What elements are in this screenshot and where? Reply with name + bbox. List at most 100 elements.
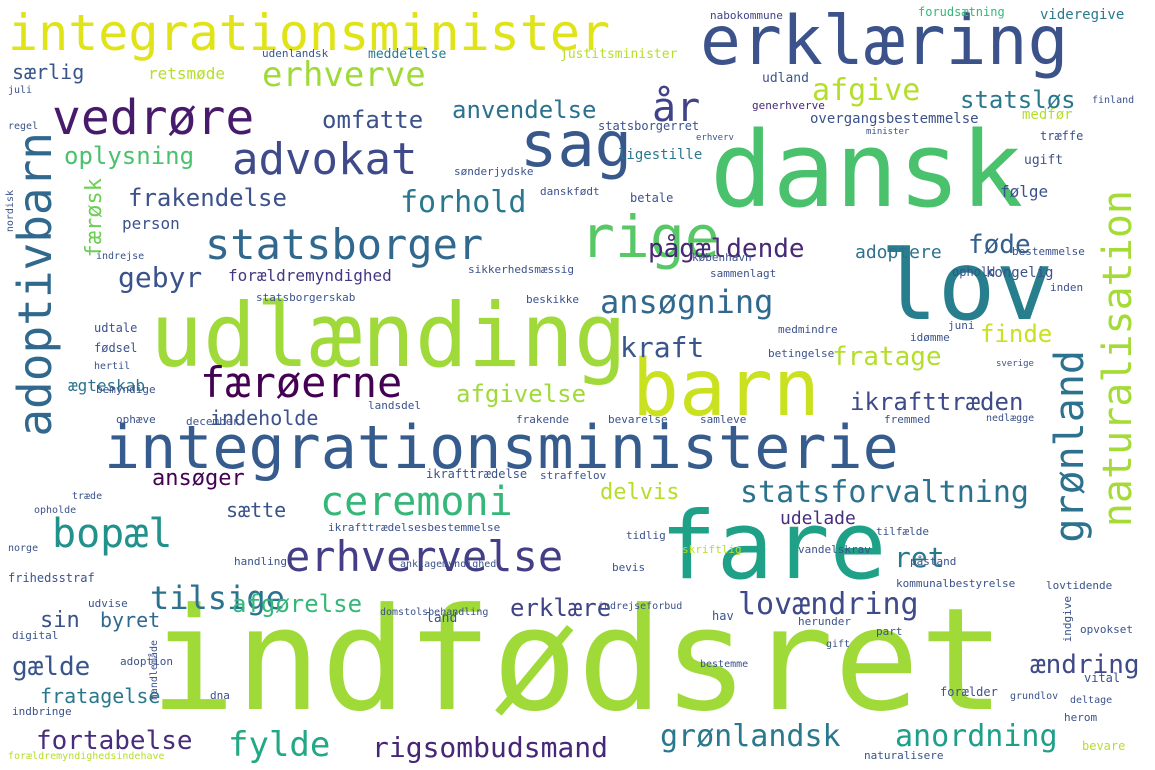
word: færøsk [82, 178, 107, 258]
word: føde [968, 230, 1031, 260]
word: ophæve [116, 413, 156, 426]
word: statsløs [960, 86, 1076, 114]
word: fratage [832, 342, 942, 372]
word: barn [632, 344, 820, 434]
word: anklagemyndighed [400, 559, 497, 570]
word: straffelov [540, 469, 607, 482]
word: ligestille [618, 147, 703, 163]
word: vandelskrav [798, 543, 871, 556]
word: finland [1092, 95, 1135, 106]
word: ikrafttrædelsesbestemmelse [328, 521, 501, 534]
word: medmindre [778, 323, 838, 336]
word: fødsel [94, 341, 138, 355]
word: fortabelse [36, 726, 193, 756]
word: træffe [1040, 129, 1084, 143]
word: overgangsbestemmelse [810, 111, 979, 127]
word: forældremyndighedsindehave [8, 751, 165, 762]
word: københavn [692, 251, 752, 264]
word: fylde [228, 725, 331, 765]
word: ret [894, 541, 945, 574]
word: dna [210, 689, 230, 702]
word: træde [72, 491, 103, 502]
word: erklære [510, 594, 612, 622]
word: erhverve [262, 55, 426, 95]
word: udtale [94, 321, 138, 335]
word: anvendelse [452, 96, 597, 124]
word: indrejseforbud [598, 601, 683, 612]
word: ikrafttrædelse [426, 467, 528, 481]
word: erklæring [700, 2, 1069, 81]
word: statsborger [205, 220, 484, 269]
word: rigsombudsmand [372, 731, 609, 764]
word: ikrafttræden [850, 388, 1024, 416]
word: sønderjydske [454, 165, 534, 178]
word: sag [520, 108, 632, 181]
word: naturalisere [864, 749, 944, 762]
word: adoptivbarn [8, 132, 62, 437]
word: sikkerhedsmæssig [468, 263, 574, 276]
word: år [652, 85, 701, 131]
word: landsdel [368, 399, 421, 412]
word: hertil [94, 361, 131, 372]
word: part [876, 625, 903, 638]
word: indbringe [12, 705, 72, 718]
word: finde [980, 320, 1053, 348]
word: herom [1064, 711, 1098, 724]
word: inden [1050, 281, 1084, 294]
word: bevare [1082, 739, 1126, 753]
word: grønland [1047, 350, 1093, 543]
word: naturalisation [1095, 190, 1141, 528]
word: byret [100, 608, 161, 632]
word: idømme [910, 331, 950, 344]
word: regel [8, 121, 39, 132]
word: forudsætning [918, 5, 1005, 19]
word: person [122, 214, 180, 233]
word: pågældende [648, 234, 805, 264]
word: land [426, 611, 458, 626]
word: påstand [910, 555, 957, 568]
word: hav [712, 609, 734, 623]
word: fratagelse [40, 684, 161, 708]
word: sætte [226, 498, 287, 522]
word: statsforvaltning [740, 475, 1029, 510]
word: grundlov [1010, 691, 1059, 702]
word: bestemme [700, 659, 749, 670]
word: udland [762, 71, 809, 86]
word: statsborgerskab [256, 291, 356, 304]
word: adoptere [855, 242, 942, 263]
word: rige [580, 203, 720, 271]
word: tilsige [150, 579, 285, 617]
word: handling [234, 555, 287, 568]
word: retsmøde [148, 64, 226, 83]
word: minister [866, 127, 910, 137]
word: lovtidende [1046, 579, 1113, 592]
word: udelade [780, 508, 856, 529]
word: ansøgning [600, 283, 774, 321]
word: frihedsstraf [8, 571, 95, 585]
word: betingelse [768, 347, 835, 360]
word: lov [880, 230, 1054, 342]
word: forældremyndighed [228, 266, 392, 285]
word: bevis [612, 561, 646, 574]
word: betale [630, 191, 674, 205]
word: nordisk [5, 190, 16, 233]
word: fremmed [884, 413, 931, 426]
word: adoption [120, 655, 173, 668]
word: norge [8, 543, 39, 554]
word: frakende [516, 413, 569, 426]
word: erhvervelse [285, 532, 564, 581]
word: delvis [600, 480, 680, 505]
word: december [186, 415, 239, 428]
word: ansøger [152, 466, 245, 491]
word: indfødsret [150, 578, 1005, 743]
word: juni [948, 319, 975, 332]
word: bemyndige [96, 383, 156, 396]
word: skriftlig [682, 543, 742, 556]
word: kraft [620, 331, 705, 364]
word: færøerne [200, 358, 403, 407]
word: grønlandsk [660, 719, 841, 754]
word: følge [1000, 182, 1049, 201]
word: bopæl [52, 511, 173, 557]
word: ophold [952, 265, 996, 279]
word: fare [660, 492, 887, 601]
